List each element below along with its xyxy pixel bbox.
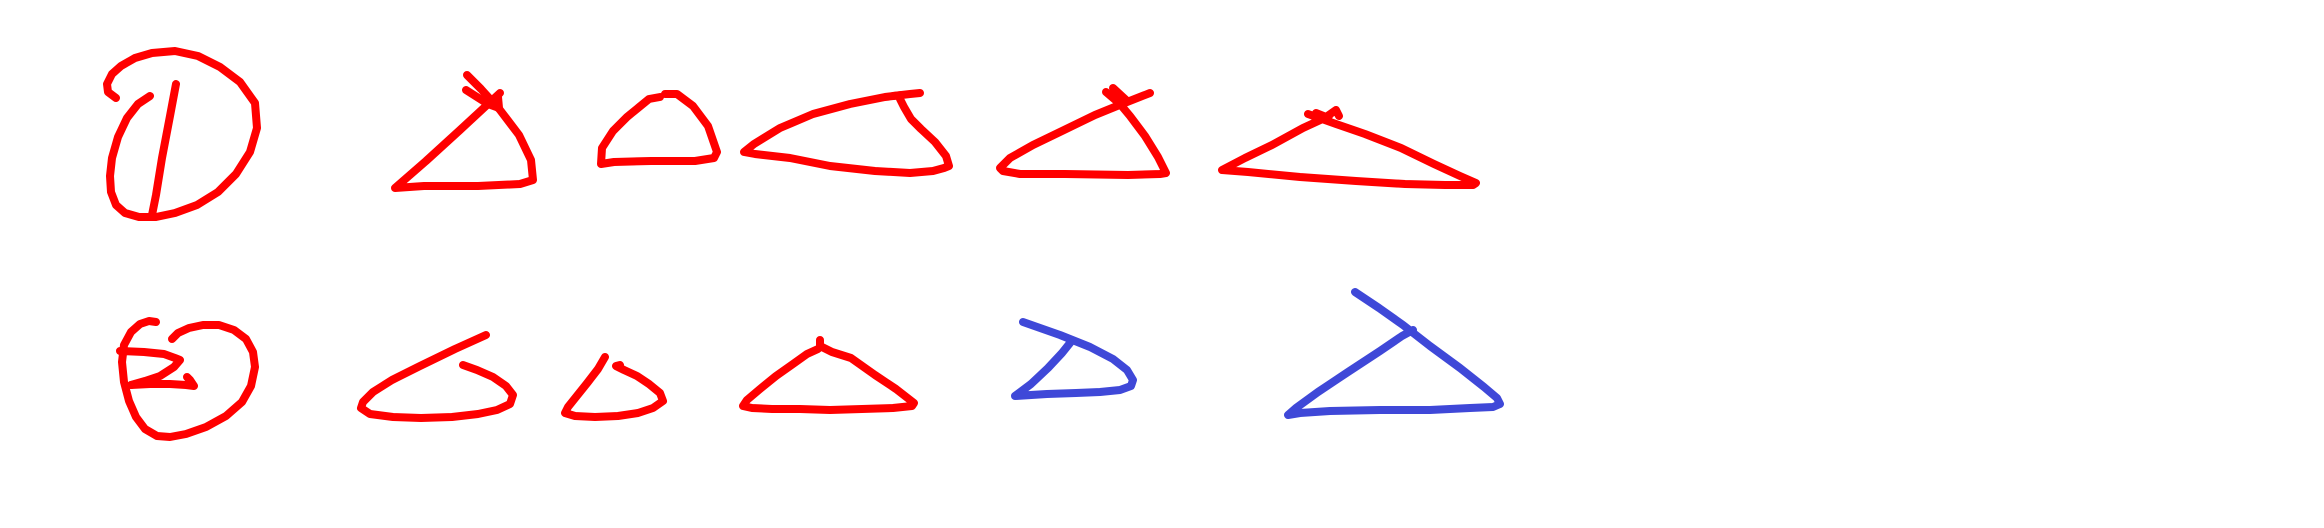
row-1: [103, 47, 1480, 221]
row-2-label-circled-eight: [116, 317, 259, 441]
row-2-shape-3: [739, 336, 918, 414]
row-1-shape-2: [597, 90, 721, 168]
row-2: [116, 288, 1504, 441]
row-1-label-circled-one: [103, 47, 261, 221]
row-1-shape-1: [391, 71, 537, 192]
row-2-shape-4: [1011, 318, 1137, 400]
row-1-shape-3: [740, 89, 953, 177]
row-2-shape-2: [561, 353, 667, 421]
row-1-shape-4: [996, 84, 1170, 179]
row-2-shape-1: [357, 331, 517, 422]
row-1-shape-5: [1218, 106, 1480, 189]
row-2-shape-5: [1284, 288, 1504, 419]
